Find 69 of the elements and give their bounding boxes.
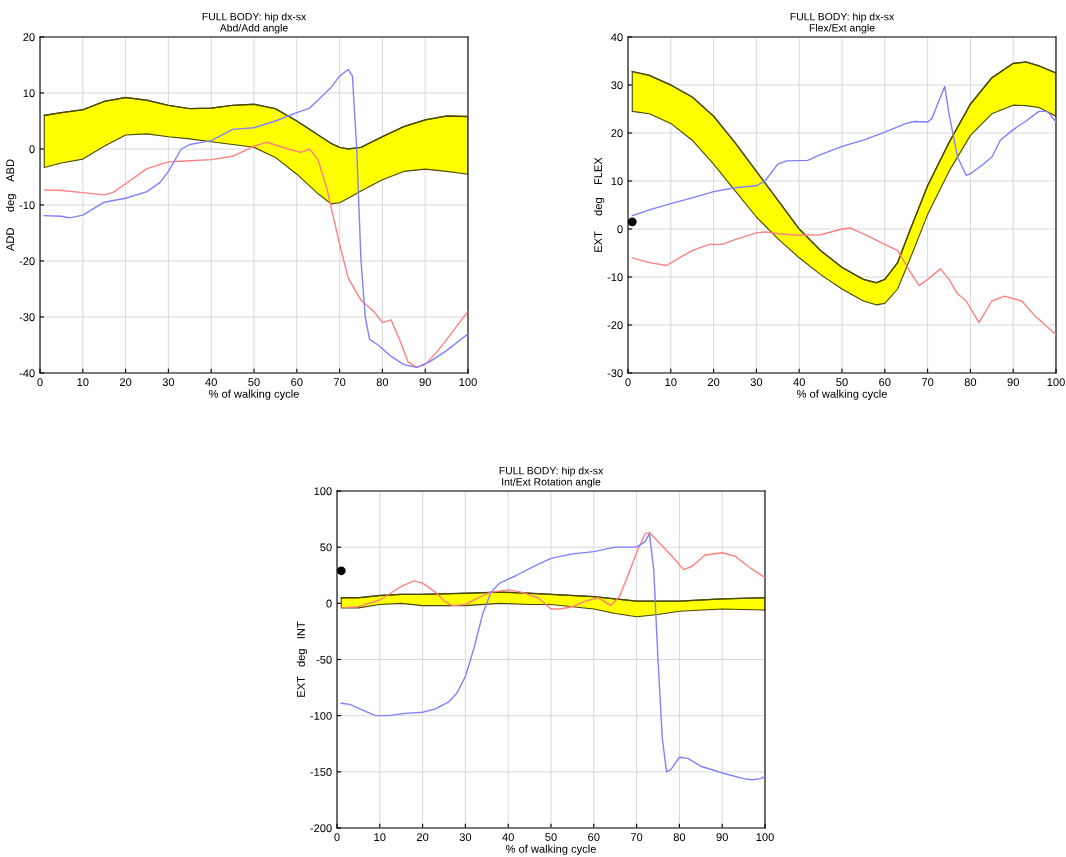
x-tick-label: 0: [334, 833, 340, 842]
x-tick-label: 20: [707, 378, 720, 387]
y-tick-label: -20: [607, 321, 623, 330]
y-tick-label: -10: [607, 273, 623, 282]
x-tick-label: 60: [291, 378, 303, 387]
x-tick-label: 0: [625, 378, 631, 387]
x-axis-title: % of walking cycle: [209, 389, 299, 400]
y-tick-label: -150: [310, 768, 332, 776]
x-tick-label: 20: [416, 833, 429, 842]
line-series: [340, 532, 765, 781]
x-tick-label: 40: [793, 378, 805, 387]
y-tick-label: 10: [23, 89, 35, 98]
x-tick-label: 40: [205, 378, 217, 387]
x-axis-title: % of walking cycle: [797, 389, 887, 400]
x-axis-title: % of walking cycle: [506, 844, 596, 855]
y-axis-title: EXT deg FLEX: [593, 157, 605, 252]
x-tick-label: 80: [964, 378, 977, 387]
chart-title: FULL BODY: hip dx-sx Int/Ext Rotation angle: [499, 466, 604, 488]
x-tick-label: 10: [665, 378, 677, 387]
x-tick-label: 50: [248, 378, 260, 387]
x-tick-label: 40: [502, 833, 514, 842]
y-tick-label: -10: [19, 201, 35, 210]
x-tick-label: 60: [588, 833, 600, 842]
line-series: [43, 141, 468, 369]
y-tick-label: -200: [310, 824, 332, 833]
x-tick-label: 60: [879, 378, 891, 387]
x-tick-label: 100: [1047, 378, 1065, 387]
x-tick-label: 0: [37, 378, 43, 387]
line-series: [340, 531, 765, 610]
x-tick-label: 30: [162, 378, 175, 387]
x-tick-label: 70: [630, 833, 643, 842]
y-tick-label: -20: [19, 257, 35, 266]
line-series: [43, 68, 468, 369]
y-tick-label: 0: [326, 599, 332, 608]
x-tick-label: 30: [750, 378, 763, 387]
x-tick-label: 90: [716, 833, 728, 842]
y-tick-label: 50: [320, 543, 332, 552]
x-tick-label: 100: [459, 378, 477, 387]
chart-title: FULL BODY: hip dx-sx Abd/Add angle: [202, 12, 307, 34]
y-tick-label: 0: [29, 145, 35, 154]
y-tick-label: 30: [611, 81, 623, 90]
x-tick-label: 20: [119, 378, 132, 387]
x-tick-label: 80: [376, 378, 389, 387]
y-tick-label: -40: [19, 369, 35, 378]
y-axis-title: EXT deg INT: [296, 621, 308, 697]
x-tick-label: 10: [374, 833, 386, 842]
x-tick-label: 70: [921, 378, 934, 387]
y-tick-label: -30: [19, 313, 35, 322]
x-tick-label: 70: [333, 378, 346, 387]
y-tick-label: 10: [611, 177, 623, 186]
y-tick-label: 0: [617, 225, 623, 234]
x-tick-label: 80: [673, 833, 686, 842]
y-axis-title: ADD deg ABD: [5, 159, 17, 251]
y-tick-label: 20: [611, 129, 623, 138]
y-tick-label: 40: [611, 33, 623, 42]
y-tick-label: 20: [23, 33, 35, 42]
x-tick-label: 50: [545, 833, 557, 842]
y-tick-label: -100: [310, 711, 332, 720]
x-tick-label: 10: [77, 378, 89, 387]
x-tick-label: 90: [1007, 378, 1019, 387]
x-tick-label: 50: [836, 378, 848, 387]
y-tick-label: -50: [316, 655, 332, 664]
line-series: [631, 227, 1056, 336]
x-tick-label: 100: [756, 833, 774, 842]
y-tick-label: -30: [607, 369, 623, 378]
y-tick-label: 100: [314, 487, 332, 496]
x-tick-label: 90: [419, 378, 431, 387]
chart-title: FULL BODY: hip dx-sx Flex/Ext angle: [790, 12, 895, 34]
x-tick-label: 30: [459, 833, 472, 842]
